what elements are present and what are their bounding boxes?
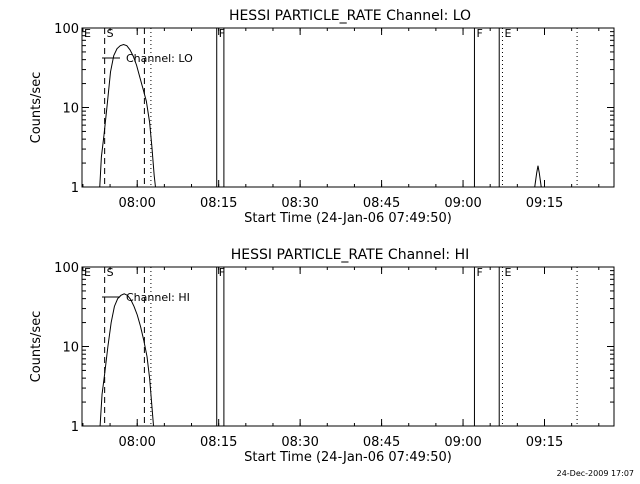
panel-2-series-line-1 bbox=[99, 293, 155, 427]
panel-2-x-tick-label: 09:00 bbox=[444, 435, 481, 450]
panel-2-x-tick-label: 08:30 bbox=[281, 435, 318, 450]
panel-2-x-tick-label: 08:00 bbox=[118, 435, 155, 450]
panel-1-y-tick-label: 10 bbox=[62, 102, 79, 117]
panel-1-marker-label-f: F bbox=[476, 27, 482, 40]
panel-2-y-tick-label: 10 bbox=[62, 341, 79, 356]
panel-1-series-line-1 bbox=[99, 43, 156, 188]
panel-1-legend-label: Channel: LO bbox=[126, 52, 193, 65]
panel-2-x-tick-label: 08:15 bbox=[200, 435, 237, 450]
panel-1-chart-title: HESSI PARTICLE_RATE Channel: LO bbox=[229, 8, 471, 24]
panel-1-x-axis-label: Start Time (24-Jan-06 07:49:50) bbox=[244, 211, 452, 226]
panel-2-marker-label-f: F bbox=[476, 266, 482, 279]
panel-2-marker-label-f: F bbox=[219, 266, 225, 279]
panel-2-legend-label: Channel: HI bbox=[126, 291, 190, 304]
footer-timestamp: 24-Dec-2009 17:07 bbox=[556, 469, 634, 478]
panel-1-x-tick-label: 09:15 bbox=[526, 196, 563, 211]
panel-2-x-tick-label: 08:45 bbox=[363, 435, 400, 450]
panel-1-y-tick-label: 1 bbox=[71, 181, 79, 196]
panel-1-marker-label-e: E bbox=[84, 27, 91, 40]
panel-2-marker-label-e: E bbox=[84, 266, 91, 279]
panel-1-x-tick-label: 08:15 bbox=[200, 196, 237, 211]
panel-1-x-tick-label: 08:00 bbox=[118, 196, 155, 211]
panel-1-marker-label-s: S bbox=[107, 27, 114, 40]
panel-2-marker-label-s: S bbox=[107, 266, 114, 279]
panel-1-x-tick-label: 08:30 bbox=[281, 196, 318, 211]
panel-2-x-axis-label: Start Time (24-Jan-06 07:49:50) bbox=[244, 450, 452, 465]
panel-1-x-tick-label: 08:45 bbox=[363, 196, 400, 211]
panel-2-marker-label-e: E bbox=[504, 266, 511, 279]
panel-1-y-tick-label: 100 bbox=[54, 22, 79, 37]
panel-2-y-axis-label: Counts/sec bbox=[29, 311, 44, 383]
panel-2-x-tick-label: 09:15 bbox=[526, 435, 563, 450]
panel-2-y-tick-label: 100 bbox=[54, 261, 79, 276]
panel-1-marker-label-f: F bbox=[219, 27, 225, 40]
panel-2-y-tick-label: 1 bbox=[71, 420, 79, 435]
panel-1-x-tick-label: 09:00 bbox=[444, 196, 481, 211]
panel-1-series-line-2 bbox=[534, 165, 542, 188]
panel-1-y-axis-label: Counts/sec bbox=[29, 72, 44, 144]
panel-1-marker-label-e: E bbox=[504, 27, 511, 40]
panel-2-chart-title: HESSI PARTICLE_RATE Channel: HI bbox=[231, 247, 469, 263]
